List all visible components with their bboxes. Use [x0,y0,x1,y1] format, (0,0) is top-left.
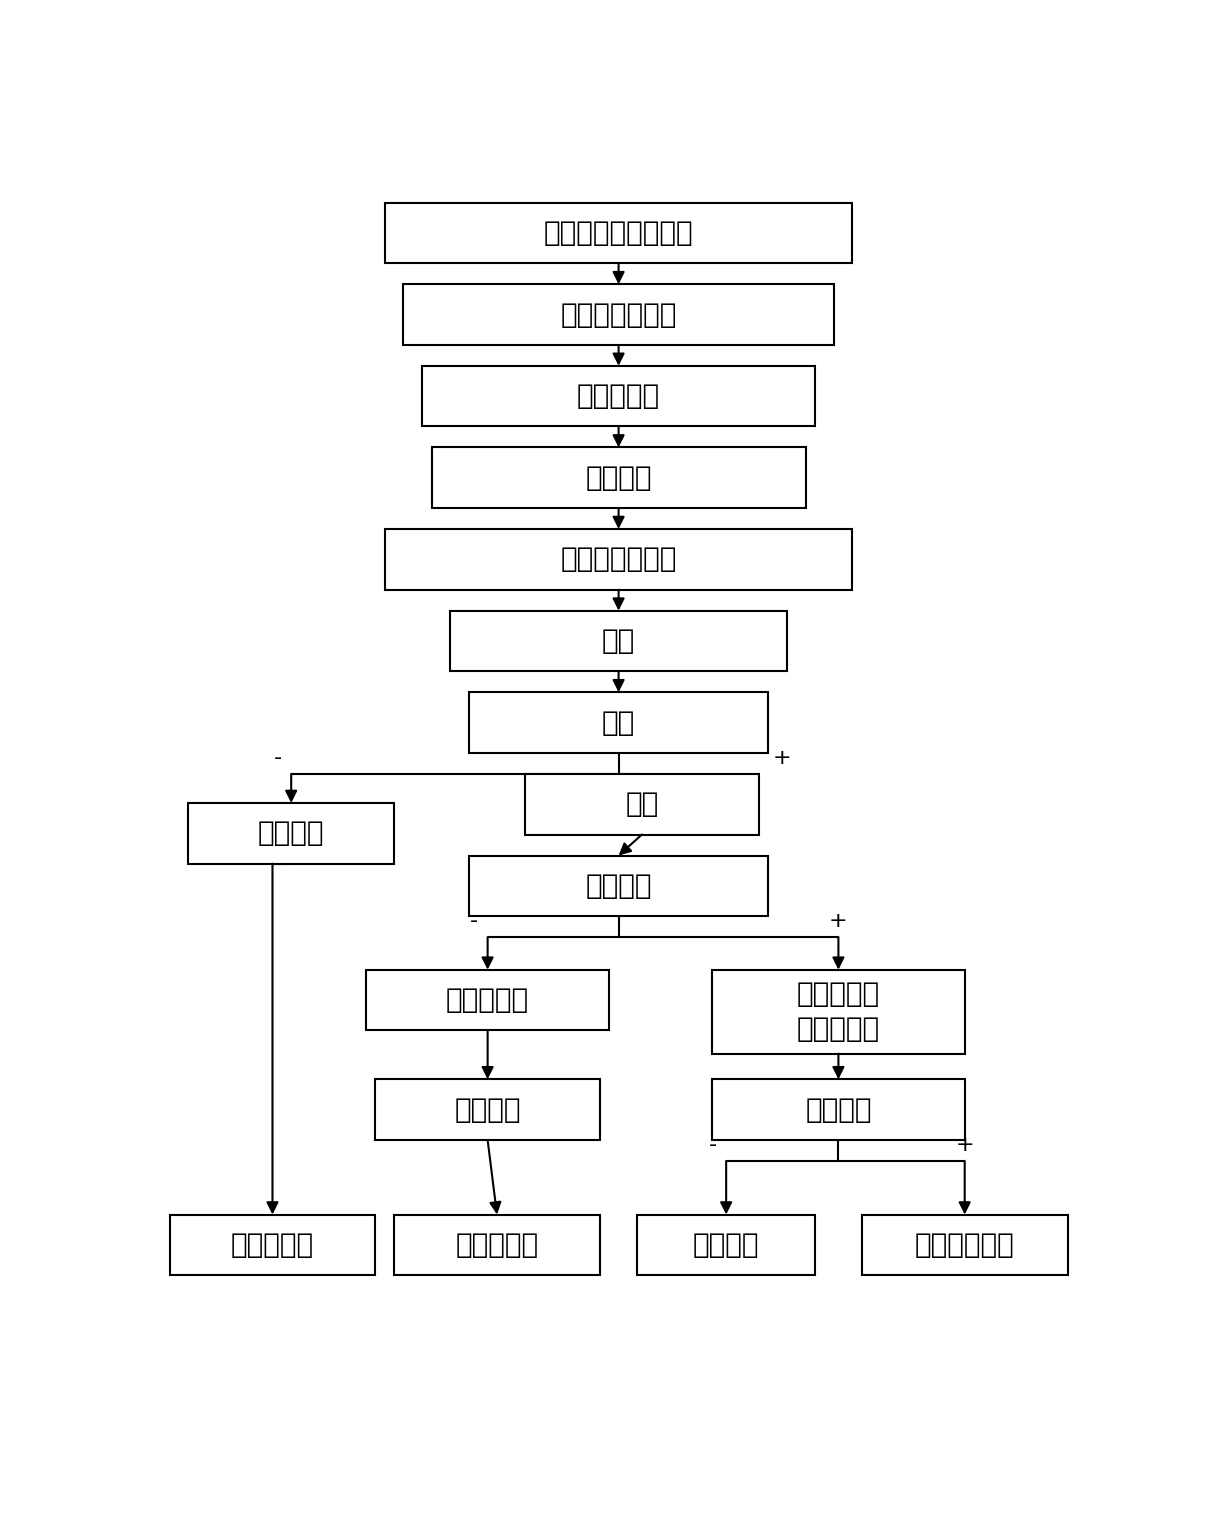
FancyBboxPatch shape [862,1214,1067,1275]
Text: 石墨产品: 石墨产品 [693,1231,759,1258]
FancyBboxPatch shape [712,1079,964,1140]
Text: -: - [274,748,281,768]
FancyBboxPatch shape [403,285,834,345]
Text: +: + [829,911,847,931]
FancyBboxPatch shape [637,1214,815,1275]
FancyBboxPatch shape [188,802,393,863]
FancyBboxPatch shape [525,774,759,834]
Text: 破碎筛分: 破碎筛分 [585,463,652,492]
FancyBboxPatch shape [712,970,964,1054]
Text: -: - [709,1136,717,1155]
Text: +: + [772,748,792,768]
Text: -: - [471,911,478,931]
FancyBboxPatch shape [385,528,852,589]
Text: 重选分离: 重选分离 [805,1096,871,1123]
Text: 管式炉无氧热解: 管式炉无氧热解 [560,545,677,574]
Text: +: + [955,1136,974,1155]
Text: 干燥: 干燥 [625,790,659,818]
Text: 碳酸锂产品: 碳酸锂产品 [231,1231,314,1258]
FancyBboxPatch shape [432,448,805,509]
Text: 弱磁磁选: 弱磁磁选 [454,1096,521,1123]
FancyBboxPatch shape [385,203,852,263]
FancyBboxPatch shape [468,855,768,916]
FancyBboxPatch shape [468,692,768,752]
Text: 强磁磁选: 强磁磁选 [585,872,652,899]
FancyBboxPatch shape [450,610,787,671]
Text: 放电、手工拆解: 放电、手工拆解 [560,301,677,329]
FancyBboxPatch shape [393,1214,600,1275]
Text: 正负电极片: 正负电极片 [577,382,660,410]
Text: 蒸发结晶: 蒸发结晶 [258,819,325,848]
FancyBboxPatch shape [169,1214,375,1275]
FancyBboxPatch shape [366,970,610,1031]
FancyBboxPatch shape [422,366,815,427]
FancyBboxPatch shape [375,1079,600,1140]
Text: 水浸: 水浸 [602,627,635,656]
Text: 镍钴混合物: 镍钴混合物 [447,986,529,1014]
Text: 废弃三元锂离子电池: 废弃三元锂离子电池 [544,220,693,247]
Text: 镍、钴产品: 镍、钴产品 [455,1231,538,1258]
Text: 石墨与一氧
化锰混合物: 石墨与一氧 化锰混合物 [797,981,880,1043]
Text: 一氧化锰产品: 一氧化锰产品 [915,1231,1015,1258]
Text: 过滤: 过滤 [602,709,635,737]
